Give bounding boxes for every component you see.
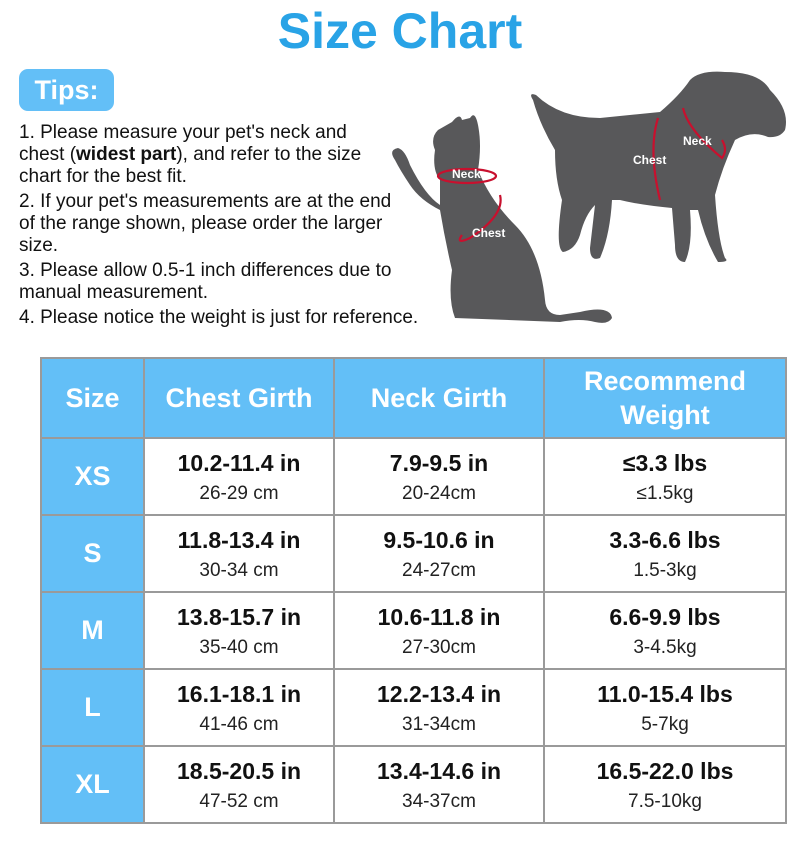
neck-cell: 7.9-9.5 in 20-24cm: [333, 437, 545, 516]
header-chest-girth: Chest Girth: [143, 357, 335, 439]
chest-cm: 47-52 cm: [199, 791, 279, 812]
chest-cm: 26-29 cm: [199, 483, 279, 504]
chest-in: 16.1-18.1 in: [176, 681, 302, 707]
weight-lbs: 11.0-15.4 lbs: [597, 681, 733, 707]
neck-in: 12.2-13.4 in: [376, 681, 502, 707]
tip-item: 2. If your pet's measurements are at the…: [19, 191, 392, 256]
weight-lbs: ≤3.3 lbs: [622, 450, 708, 476]
chest-cell: 16.1-18.1 in 41-46 cm: [143, 668, 335, 747]
weight-cell: ≤3.3 lbs ≤1.5kg: [543, 437, 787, 516]
neck-cm: 27-30cm: [402, 637, 476, 658]
chest-cm: 35-40 cm: [199, 637, 279, 658]
cat-silhouette: [392, 115, 612, 323]
weight-lbs: 16.5-22.0 lbs: [596, 758, 734, 784]
weight-lbs: 6.6-9.9 lbs: [609, 604, 721, 630]
cat-chest-label: Chest: [472, 226, 505, 240]
tips-list: 1. Please measure your pet's neck and ch…: [19, 122, 419, 332]
size-cell: L: [40, 668, 145, 747]
neck-cm: 31-34cm: [402, 714, 476, 735]
header-neck-girth: Neck Girth: [333, 357, 545, 439]
chest-in: 10.2-11.4 in: [177, 450, 301, 476]
table-header-row: Size Chest Girth Neck Girth Recommend We…: [40, 357, 787, 439]
page-title: Size Chart: [277, 3, 523, 59]
dog-silhouette: [531, 71, 786, 263]
size-cell: XL: [40, 745, 145, 824]
table-row: M 13.8-15.7 in 35-40 cm 10.6-11.8 in 27-30cm…: [40, 591, 787, 670]
chest-cell: 10.2-11.4 in 26-29 cm: [143, 437, 335, 516]
weight-cell: 6.6-9.9 lbs 3-4.5kg: [543, 591, 787, 670]
size-table: Size Chest Girth Neck Girth Recommend We…: [40, 357, 787, 824]
dog-chest-label: Chest: [633, 153, 666, 167]
tip-item: 1. Please measure your pet's neck and ch…: [19, 122, 362, 187]
chest-cm: 41-46 cm: [199, 714, 279, 735]
weight-kg: 7.5-10kg: [628, 791, 702, 812]
header-recommend-weight: Recommend Weight: [543, 357, 787, 439]
header-size: Size: [40, 357, 145, 439]
chest-in: 18.5-20.5 in: [176, 758, 302, 784]
table-row: L 16.1-18.1 in 41-46 cm 12.2-13.4 in 31-34cm…: [40, 668, 787, 747]
neck-cm: 20-24cm: [402, 483, 476, 504]
weight-cell: 16.5-22.0 lbs 7.5-10kg: [543, 745, 787, 824]
weight-kg: ≤1.5kg: [636, 483, 694, 504]
neck-in: 9.5-10.6 in: [383, 527, 495, 553]
neck-cm: 34-37cm: [402, 791, 476, 812]
table-row: XS 10.2-11.4 in 26-29 cm 7.9-9.5 in 20-24cm ≤…: [40, 437, 787, 516]
weight-cell: 11.0-15.4 lbs 5-7kg: [543, 668, 787, 747]
neck-in: 10.6-11.8 in: [377, 604, 501, 630]
pet-measurement-illustration: Neck Chest Chest Neck: [392, 71, 786, 323]
chest-cell: 18.5-20.5 in 47-52 cm: [143, 745, 335, 824]
size-cell: S: [40, 514, 145, 593]
table-row: S 11.8-13.4 in 30-34 cm 9.5-10.6 in 24-27cm 3…: [40, 514, 787, 593]
weight-kg: 3-4.5kg: [633, 637, 697, 658]
chest-in: 13.8-15.7 in: [176, 604, 302, 630]
neck-in: 7.9-9.5 in: [389, 450, 489, 476]
chest-cell: 13.8-15.7 in 35-40 cm: [143, 591, 335, 670]
tip-item: 3. Please allow 0.5-1 inch differences d…: [19, 260, 392, 303]
table-row: XL 18.5-20.5 in 47-52 cm 13.4-14.6 in 34-37c…: [40, 745, 787, 824]
weight-cell: 3.3-6.6 lbs 1.5-3kg: [543, 514, 787, 593]
weight-lbs: 3.3-6.6 lbs: [609, 527, 721, 553]
chest-in: 11.8-13.4 in: [177, 527, 301, 553]
size-cell: M: [40, 591, 145, 670]
neck-cell: 13.4-14.6 in 34-37cm: [333, 745, 545, 824]
weight-kg: 5-7kg: [641, 714, 689, 735]
neck-cell: 9.5-10.6 in 24-27cm: [333, 514, 545, 593]
chest-cell: 11.8-13.4 in 30-34 cm: [143, 514, 335, 593]
tips-badge: Tips:: [19, 69, 114, 111]
dog-neck-label: Neck: [683, 134, 712, 148]
neck-cell: 10.6-11.8 in 27-30cm: [333, 591, 545, 670]
weight-kg: 1.5-3kg: [633, 560, 697, 581]
measure-lines: [436, 107, 727, 242]
size-cell: XS: [40, 437, 145, 516]
tip-item: 4. Please notice the weight is just for …: [19, 307, 419, 328]
neck-cell: 12.2-13.4 in 31-34cm: [333, 668, 545, 747]
neck-in: 13.4-14.6 in: [376, 758, 502, 784]
cat-neck-label: Neck: [452, 167, 481, 181]
neck-cm: 24-27cm: [402, 560, 476, 581]
chest-cm: 30-34 cm: [199, 560, 279, 581]
